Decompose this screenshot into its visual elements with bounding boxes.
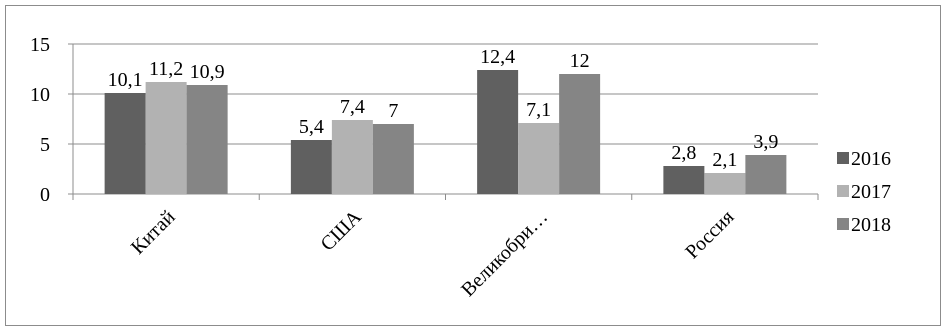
data-label: 7,1	[526, 99, 551, 121]
legend-swatch	[837, 185, 849, 197]
bar	[559, 74, 601, 194]
data-label: 2,8	[671, 142, 696, 164]
y-tick-label: 5	[40, 134, 50, 156]
bar	[331, 120, 373, 194]
legend-swatch	[837, 152, 849, 164]
data-label: 7,4	[340, 96, 365, 118]
bar	[745, 155, 787, 194]
y-tick-label: 10	[30, 84, 50, 106]
legend-label: 2017	[851, 181, 891, 203]
bar	[290, 140, 332, 194]
data-label: 10,9	[190, 61, 225, 83]
x-category-label: Россия	[681, 206, 738, 263]
bar	[663, 166, 705, 194]
legend-swatch	[837, 218, 849, 230]
bar	[145, 82, 187, 194]
legend-label: 2018	[851, 214, 891, 236]
y-tick-label: 0	[40, 184, 50, 206]
bar	[372, 124, 414, 194]
data-label: 5,4	[299, 116, 324, 138]
x-category-label: США	[316, 206, 366, 256]
data-label: 10,1	[108, 69, 143, 91]
data-label: 2,1	[712, 149, 737, 171]
bar	[518, 123, 560, 194]
bar	[186, 85, 228, 194]
bar	[104, 93, 146, 194]
data-label: 11,2	[149, 58, 183, 80]
data-label: 7	[388, 100, 398, 122]
y-tick-label: 15	[30, 34, 50, 56]
bar	[704, 173, 746, 194]
data-label: 12,4	[480, 46, 515, 68]
bar	[477, 70, 519, 194]
legend-label: 2016	[851, 148, 891, 170]
data-label: 3,9	[753, 131, 778, 153]
x-category-label: Китай	[127, 206, 180, 259]
data-label: 12	[570, 50, 590, 72]
x-category-label: Великобри…	[457, 206, 552, 301]
